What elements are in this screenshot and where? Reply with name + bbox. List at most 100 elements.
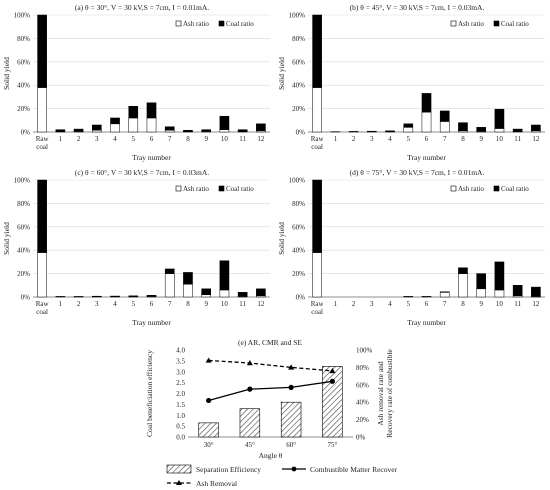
x-tick-label-line: Raw: [36, 300, 50, 308]
x-tick-label: 3: [95, 300, 99, 308]
bar-coal-ratio: [164, 126, 175, 131]
bar-coal-ratio: [421, 93, 432, 113]
bar-ash-ratio: [164, 273, 175, 298]
bar-coal-ratio: [256, 123, 266, 132]
chart-title: (a) θ = 30°, V = 30 kV,S = 7cm, I = 0.01…: [75, 3, 209, 12]
x-tick-label: 4: [113, 300, 117, 308]
y-tick-label: 100%: [14, 177, 31, 185]
bar-coal-ratio: [128, 295, 139, 297]
bar-ash-ratio: [201, 294, 211, 298]
legend-swatch-ash: [450, 185, 457, 192]
y-tick-label: 0%: [296, 129, 306, 137]
y-axis-label: Solid yield: [277, 57, 286, 90]
bar-coal-ratio: [201, 288, 211, 295]
x-tick-label-line: 11: [514, 135, 521, 143]
legend-swatch-coal: [218, 185, 225, 192]
bar-coal-ratio: [256, 288, 266, 297]
x-tick-label: 11: [514, 135, 521, 143]
x-tick-label-line: coal: [311, 143, 323, 151]
x-tick-label-line: Raw: [311, 135, 325, 143]
bar-coal-ratio: [237, 292, 248, 297]
bar-ash-ratio: [146, 117, 157, 133]
bar-separation-efficiency: [239, 408, 261, 438]
legend-label-ash: Ash ratio: [183, 20, 209, 28]
y-tick-label: 60%: [292, 223, 305, 231]
x-tick-label-line: 8: [186, 135, 190, 143]
x-tick-label: 9: [479, 135, 483, 143]
x-tick-label: 2: [352, 300, 356, 308]
x-tick-label: 1: [334, 300, 338, 308]
legend: Ash ratio Coal ratio: [450, 185, 529, 193]
bar-coal-ratio: [128, 106, 139, 119]
bar-ash-ratio: [37, 252, 47, 298]
y-tick-label: 100%: [14, 12, 31, 20]
y2-axis-label-line: Ash removal rate and: [376, 361, 385, 426]
y-tick-label: 0%: [21, 294, 31, 302]
x-tick-label-line: 1: [59, 300, 63, 308]
bar-ash-ratio: [421, 111, 432, 133]
x-tick-label: 6: [425, 135, 429, 143]
legend-swatch-coal: [218, 20, 225, 27]
x-axis-label: Tray number: [407, 153, 446, 162]
x-tick-label-line: 11: [239, 300, 246, 308]
x-tick-label: 9: [204, 300, 208, 308]
y-axis-label: Solid yield: [2, 57, 11, 90]
bar-coal-ratio: [531, 124, 541, 132]
x-tick-label-line: 9: [479, 300, 483, 308]
x-tick-label: 11: [239, 135, 246, 143]
x-axis-label: Angle θ: [259, 451, 283, 460]
legend-label-ash: Ash ratio: [458, 185, 484, 193]
y-tick-label: 2.0: [176, 390, 185, 398]
legend-swatch-ash: [175, 185, 182, 192]
x-tick-label-line: 6: [150, 300, 154, 308]
x-tick-label: 9: [204, 135, 208, 143]
x-tick-label: 11: [239, 300, 246, 308]
x-tick-label-line: 10: [221, 300, 229, 308]
bar-ash-ratio: [439, 292, 450, 298]
bar-coal-ratio: [458, 122, 468, 132]
x-tick-label-line: 12: [532, 300, 540, 308]
x-tick-label-line: 9: [204, 300, 208, 308]
bar-coal-ratio: [494, 261, 505, 291]
bar-separation-efficiency: [198, 422, 219, 438]
x-tick-label: 12: [532, 300, 540, 308]
bar-coal-ratio: [531, 286, 541, 297]
x-tick-label-line: 10: [221, 135, 229, 143]
y-tick-label: 60%: [17, 223, 30, 231]
x-tick-label-line: 3: [370, 135, 374, 143]
legend-label-coal: Coal ratio: [226, 20, 254, 28]
y-tick-label: 20%: [292, 105, 305, 113]
point-ash-removal: [288, 364, 295, 370]
y-tick-label: 0.0: [176, 434, 185, 442]
chart-panel-0: (a) θ = 30°, V = 30 kV,S = 7cm, I = 0.01…: [2, 3, 270, 162]
bar-coal-ratio: [512, 128, 523, 132]
x-tick-label: 7: [443, 135, 447, 143]
y2-tick-label: 100%: [356, 347, 373, 355]
x-tick-label-line: 5: [132, 135, 136, 143]
legend-swatch-ash: [175, 20, 182, 27]
x-tick-label: 8: [186, 300, 190, 308]
x-tick-label-line: coal: [311, 308, 323, 316]
legend-label-coal: Coal ratio: [501, 20, 529, 28]
x-tick-label-line: 7: [443, 300, 447, 308]
y-tick-label: 60%: [292, 58, 305, 66]
y-tick-label: 20%: [17, 105, 30, 113]
x-tick-label-line: 3: [95, 135, 99, 143]
bar-ash-ratio: [403, 127, 414, 133]
bar-coal-ratio: [73, 128, 84, 132]
x-tick-label: 4: [388, 135, 392, 143]
x-tick-label: 5: [407, 135, 411, 143]
x-tick-label-line: 2: [352, 300, 356, 308]
point-ash-removal: [246, 360, 253, 366]
x-tick-label: 6: [150, 135, 154, 143]
y-tick-label: 0%: [296, 294, 306, 302]
y-tick-label: 20%: [17, 270, 30, 278]
x-tick-label-line: 8: [186, 300, 190, 308]
chart-panel-1: (b) θ = 45°, V = 30 kV,S = 7cm, I = 0.03…: [277, 3, 545, 162]
x-tick-label: 75°: [327, 441, 337, 449]
bar-coal-ratio: [312, 14, 322, 88]
x-tick-label: 1: [59, 135, 63, 143]
y-axis-label: Solid yield: [277, 222, 286, 255]
x-tick-label: 5: [132, 300, 136, 308]
